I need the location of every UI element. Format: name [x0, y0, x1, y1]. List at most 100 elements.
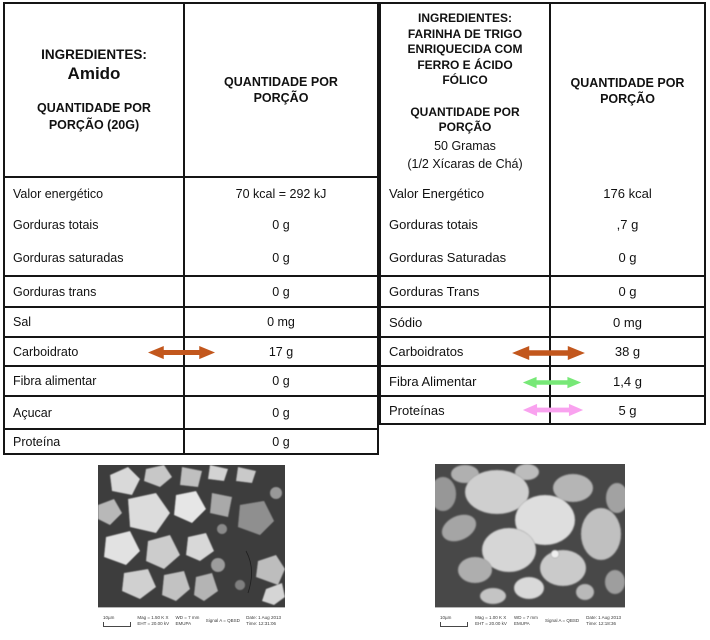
nutrient-label: Gorduras totais	[381, 209, 551, 240]
nutrient-value: 0 g	[272, 217, 290, 232]
nutrient-label: Sal	[5, 308, 185, 336]
nutrient-value: 0 g	[272, 284, 290, 299]
nutrient-row: Gorduras Trans 0 g	[381, 277, 704, 308]
signal-text: Signal A = QBSD	[544, 618, 580, 624]
carbohydrate-comparison-arrow-icon	[512, 345, 585, 360]
nutrient-value: 70 kcal = 292 kJ	[235, 186, 327, 201]
mag-text: Mag = 1.00 K X	[475, 615, 507, 621]
portion-detail: 50 Gramas (1/2 Xícaras de Chá)	[407, 138, 523, 171]
nutrient-label: Gorduras saturadas	[5, 240, 185, 275]
nutrient-value: 1,4 g	[613, 373, 642, 389]
scale-bar-line	[103, 621, 131, 627]
nutrient-value: 17 g	[268, 344, 294, 359]
nutrient-row: Carboidrato 17 g	[5, 338, 377, 367]
wd-block: WD = 7 mm EMUPA	[514, 615, 538, 627]
time-text: Time: 12:31:06	[246, 621, 277, 626]
nutrient-label: Proteína	[5, 430, 185, 453]
nutrient-value: 0 g	[272, 405, 290, 420]
mag-block: Mag = 1.00 K X EHT = 20.00 kV	[475, 615, 507, 627]
nutrient-row: Proteína 0 g	[5, 430, 377, 453]
lab-text: EMUPA	[175, 621, 192, 626]
nutrient-row: Gorduras totais ,7 g	[381, 209, 704, 240]
farinha-table-header: INGREDIENTES: FARINHA DE TRIGO ENRIQUECI…	[381, 4, 704, 178]
nutrient-row: Fibra Alimentar 1,4 g	[381, 367, 704, 397]
nutrient-value: 0 g	[618, 250, 637, 265]
nutrient-label: Fibra alimentar	[5, 367, 185, 395]
nutrient-row: Fibra alimentar 0 g	[5, 367, 377, 397]
fiber-comparison-arrow-icon	[522, 376, 582, 388]
wd-block: WD = 7 mm EMUPA	[175, 615, 199, 627]
amido-nutrition-table: INGREDIENTES: Amido QUANTIDADE POR PORÇÃ…	[3, 2, 379, 455]
nutrient-value: 0 g	[272, 250, 290, 265]
farinha-nutrition-table: INGREDIENTES: FARINHA DE TRIGO ENRIQUECI…	[379, 2, 706, 425]
nutrient-row: Sódio 0 mg	[381, 308, 704, 338]
farinha-header-cell: INGREDIENTES: FARINHA DE TRIGO ENRIQUECI…	[381, 4, 551, 178]
date-text: Date: 1 Aug 2013	[246, 615, 281, 621]
scale-bar-line	[440, 621, 468, 627]
date-text: Date: 1 Aug 2013	[586, 615, 621, 621]
scale-label: 10µm	[440, 615, 452, 621]
nutrient-label: Valor Energético	[381, 178, 551, 209]
date-block: Date: 1 Aug 2013 Time: 12:18:36	[586, 615, 621, 627]
nutrient-label: Açucar	[5, 397, 185, 428]
nutrient-value: 0 mg	[613, 314, 642, 330]
nutrient-value: 0 mg	[267, 315, 295, 329]
nutrient-row: Gorduras trans 0 g	[5, 277, 377, 308]
nutrient-value: 5 g	[618, 402, 637, 418]
nutrient-label: Sódio	[381, 308, 551, 336]
nutrient-value: 0 g	[272, 434, 290, 449]
signal-text: Signal A = QBSD	[205, 618, 240, 624]
quantity-column-header: QUANTIDADE POR PORÇÃO	[570, 75, 685, 106]
mag-text: Mag = 1.50 K X	[137, 615, 169, 621]
ingredients-title: INGREDIENTES: FARINHA DE TRIGO ENRIQUECI…	[407, 11, 523, 135]
nutrient-value: 0 g	[272, 374, 290, 388]
nutrient-value: 176 kcal	[603, 186, 652, 201]
nutrient-label: Gorduras Trans	[381, 277, 551, 306]
scale-label: 10µm	[103, 615, 115, 621]
sem-image-farinha-granules	[435, 464, 625, 607]
product-name: Amido	[67, 64, 121, 84]
nutrient-row: Açucar 0 g	[5, 397, 377, 430]
mag-block: Mag = 1.50 K X EHT = 20.00 kV	[137, 615, 169, 627]
scale-bar: 10µm	[440, 615, 468, 627]
farinha-table-body: Valor Energético 176 kcal Gorduras totais,…	[381, 178, 704, 423]
amido-table-body: Valor energético 70 kcal = 292 kJ Gorduras…	[5, 178, 377, 453]
protein-comparison-arrow-icon	[522, 403, 584, 417]
sem-caption-bar: 10µm Mag = 1.00 K X EHT = 20.00 kV WD = …	[435, 607, 625, 633]
nutrient-value: 0 g	[618, 284, 637, 299]
wd-text: WD = 7 mm	[175, 615, 200, 621]
sem-micrograph-amido: 10µm Mag = 1.50 K X EHT = 20.00 kV WD = …	[98, 465, 285, 633]
nutrient-row: Gorduras Saturadas 0 g	[381, 240, 704, 277]
nutrient-row: Gorduras saturadas 0 g	[5, 240, 377, 277]
amido-header-cell: INGREDIENTES: Amido QUANTIDADE POR PORÇÃ…	[5, 4, 185, 176]
signal-block: Signal A = QBSD	[545, 618, 579, 624]
date-block: Date: 1 Aug 2013 Time: 12:31:06	[246, 615, 281, 627]
nutrient-row: Valor Energético 176 kcal	[381, 178, 704, 209]
nutrient-row: Gorduras totais 0 g	[5, 209, 377, 240]
nutrient-value: 38 g	[614, 344, 641, 359]
eht-text: EHT = 20.00 kV	[475, 621, 507, 626]
nutrient-row: Valor energético 70 kcal = 292 kJ	[5, 178, 377, 209]
sem-micrograph-farinha: 10µm Mag = 1.00 K X EHT = 20.00 kV WD = …	[435, 464, 625, 633]
wd-text: WD = 7 mm	[513, 615, 538, 621]
quantity-column-header: QUANTIDADE POR PORÇÃO	[224, 74, 338, 105]
amido-table-header: INGREDIENTES: Amido QUANTIDADE POR PORÇÃ…	[5, 4, 377, 178]
nutrient-label: Gorduras trans	[5, 277, 185, 306]
signal-block: Signal A = QBSD	[206, 618, 240, 624]
portion-label: QUANTIDADE POR PORÇÃO (20G)	[37, 101, 151, 132]
nutrient-row: Carboidratos 38 g	[381, 338, 704, 367]
nutrient-value: ,7 g	[616, 217, 639, 232]
ingredients-label: INGREDIENTES:	[41, 47, 147, 63]
nutrient-label: Gorduras totais	[5, 209, 185, 240]
nutrient-row: Sal 0 mg	[5, 308, 377, 338]
carbohydrate-comparison-arrow-icon	[147, 345, 216, 360]
nutrient-row: Proteínas 5 g	[381, 397, 704, 423]
sem-caption-bar: 10µm Mag = 1.50 K X EHT = 20.00 kV WD = …	[98, 607, 285, 633]
scale-bar: 10µm	[103, 615, 131, 627]
nutrient-label: Valor energético	[5, 178, 185, 209]
sem-image-amido-granules	[98, 465, 285, 607]
nutrient-label: Gorduras Saturadas	[381, 240, 551, 275]
eht-text: EHT = 20.00 kV	[137, 621, 170, 626]
time-text: Time: 12:18:36	[586, 621, 617, 626]
